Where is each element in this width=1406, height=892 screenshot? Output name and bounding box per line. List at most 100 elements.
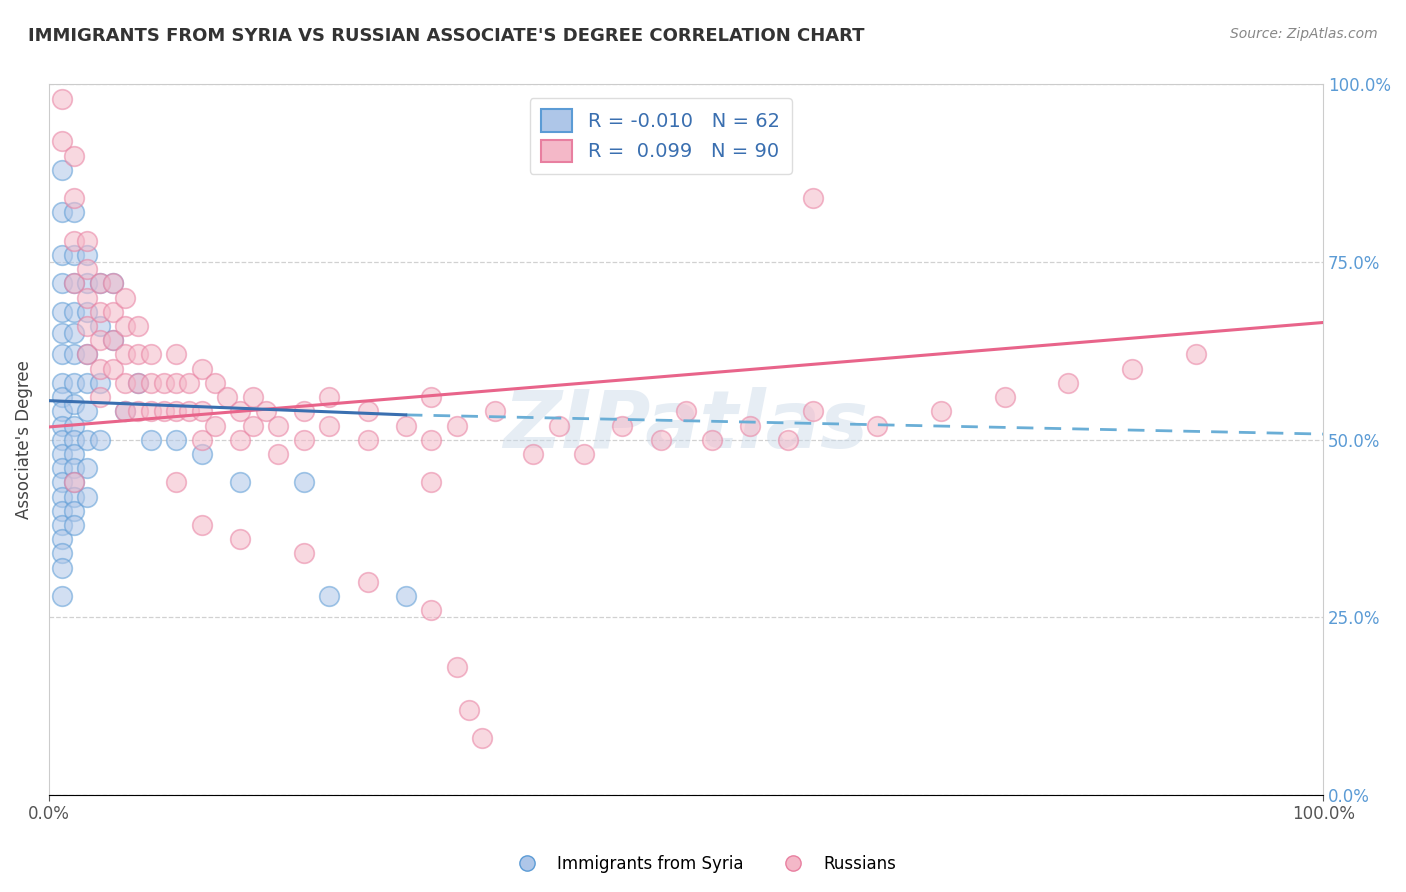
Point <box>89 390 111 404</box>
Point <box>63 461 86 475</box>
Point <box>292 475 315 490</box>
Point <box>292 433 315 447</box>
Point <box>179 376 201 390</box>
Point <box>242 418 264 433</box>
Point <box>191 518 214 533</box>
Point <box>63 433 86 447</box>
Point <box>63 397 86 411</box>
Point <box>51 134 73 148</box>
Point <box>89 277 111 291</box>
Point <box>63 504 86 518</box>
Point <box>51 475 73 490</box>
Point <box>51 589 73 603</box>
Point <box>63 447 86 461</box>
Point <box>446 418 468 433</box>
Point <box>51 533 73 547</box>
Point <box>63 148 86 162</box>
Point <box>420 390 443 404</box>
Point <box>76 404 98 418</box>
Point <box>89 361 111 376</box>
Point <box>63 518 86 533</box>
Point <box>420 603 443 617</box>
Point <box>318 589 340 603</box>
Point <box>395 418 418 433</box>
Point <box>114 404 136 418</box>
Point <box>76 262 98 277</box>
Point <box>267 447 290 461</box>
Point <box>51 518 73 533</box>
Point <box>76 490 98 504</box>
Point <box>217 390 239 404</box>
Point <box>76 291 98 305</box>
Point <box>51 433 73 447</box>
Point <box>76 319 98 334</box>
Point <box>89 305 111 319</box>
Point <box>51 277 73 291</box>
Point <box>63 191 86 205</box>
Point <box>63 475 86 490</box>
Point <box>51 560 73 574</box>
Point <box>51 390 73 404</box>
Point <box>165 347 187 361</box>
Point <box>127 404 149 418</box>
Point <box>127 376 149 390</box>
Point <box>89 277 111 291</box>
Point <box>63 234 86 248</box>
Legend: Immigrants from Syria, Russians: Immigrants from Syria, Russians <box>503 848 903 880</box>
Point <box>101 333 124 347</box>
Point <box>356 404 378 418</box>
Point <box>63 248 86 262</box>
Point <box>1184 347 1206 361</box>
Point <box>1121 361 1143 376</box>
Point <box>152 404 174 418</box>
Point <box>471 731 494 746</box>
Point <box>700 433 723 447</box>
Point <box>76 461 98 475</box>
Point <box>994 390 1017 404</box>
Point <box>929 404 952 418</box>
Point <box>114 319 136 334</box>
Point <box>76 305 98 319</box>
Point <box>127 376 149 390</box>
Point <box>63 326 86 340</box>
Point <box>63 490 86 504</box>
Point <box>51 404 73 418</box>
Point <box>803 404 825 418</box>
Text: ZIPatlas: ZIPatlas <box>503 386 869 465</box>
Point <box>139 404 162 418</box>
Point <box>356 433 378 447</box>
Legend: R = -0.010   N = 62, R =  0.099   N = 90: R = -0.010 N = 62, R = 0.099 N = 90 <box>530 98 792 174</box>
Point <box>114 347 136 361</box>
Point <box>191 361 214 376</box>
Point <box>204 418 226 433</box>
Point <box>127 347 149 361</box>
Point <box>522 447 544 461</box>
Point <box>165 433 187 447</box>
Point <box>51 546 73 560</box>
Point <box>267 418 290 433</box>
Point <box>63 475 86 490</box>
Point <box>242 390 264 404</box>
Point <box>101 305 124 319</box>
Point <box>738 418 761 433</box>
Point <box>229 475 252 490</box>
Point <box>101 361 124 376</box>
Point <box>179 404 201 418</box>
Point <box>76 248 98 262</box>
Point <box>101 277 124 291</box>
Point <box>89 433 111 447</box>
Point <box>395 589 418 603</box>
Point <box>51 347 73 361</box>
Point <box>76 347 98 361</box>
Point <box>76 376 98 390</box>
Point <box>420 433 443 447</box>
Point <box>229 533 252 547</box>
Point <box>63 277 86 291</box>
Point <box>356 574 378 589</box>
Point <box>191 404 214 418</box>
Point <box>114 291 136 305</box>
Point <box>76 433 98 447</box>
Point <box>63 418 86 433</box>
Point <box>165 404 187 418</box>
Point <box>1057 376 1080 390</box>
